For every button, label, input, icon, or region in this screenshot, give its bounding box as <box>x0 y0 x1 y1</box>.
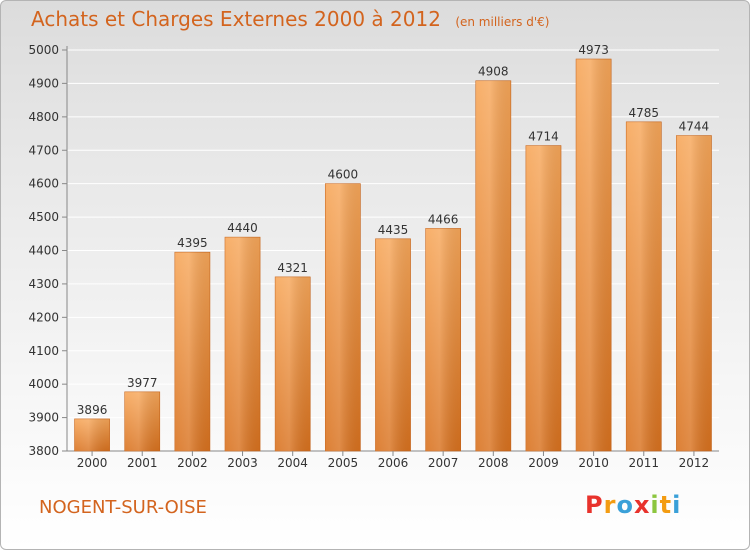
x-tick-label-2004: 2004 <box>277 456 308 470</box>
data-label-2001: 3977 <box>127 376 158 390</box>
y-tick-label: 4900 <box>28 76 59 90</box>
y-tick-label: 4800 <box>28 110 59 124</box>
logo-letter: P <box>585 491 604 519</box>
x-tick-label-2001: 2001 <box>127 456 158 470</box>
x-tick-label-2003: 2003 <box>227 456 258 470</box>
bar-shine <box>525 145 562 452</box>
data-label-2007: 4466 <box>428 212 459 226</box>
bar-shine <box>275 276 311 451</box>
data-label-2004: 4321 <box>277 261 308 275</box>
x-tick-label-2002: 2002 <box>177 456 208 470</box>
bar-shine <box>475 80 511 451</box>
bar-shine <box>626 121 662 452</box>
logo-letter: x <box>633 491 651 519</box>
data-labels: 3896 3977 4395 4440 4321 4600 4435 4466 4908 4714… <box>77 43 709 417</box>
chart-title-text: Achats et Charges Externes 2000 à 2012 <box>31 7 441 31</box>
proxiti-logo: Proxiti <box>585 491 681 519</box>
y-tick-label: 3900 <box>28 411 59 425</box>
y-tick-label: 4600 <box>28 177 59 191</box>
x-tick-label-2006: 2006 <box>378 456 409 470</box>
logo-letter: i <box>650 491 660 519</box>
logo-letter: o <box>616 491 634 519</box>
y-tick-label: 5000 <box>28 43 59 57</box>
data-label-2012: 4744 <box>679 120 710 134</box>
data-label-2003: 4440 <box>227 221 258 235</box>
data-label-2009: 4714 <box>528 130 559 144</box>
x-tick-label-2000: 2000 <box>77 456 108 470</box>
x-tick-label-2010: 2010 <box>578 456 609 470</box>
bars <box>74 58 712 452</box>
y-tick-label: 3800 <box>28 444 59 458</box>
data-label-2000: 3896 <box>77 403 108 417</box>
bar-shine <box>74 418 110 451</box>
data-label-2002: 4395 <box>177 236 208 250</box>
logo-letter: t <box>659 491 673 519</box>
city-name: NOGENT-SUR-OISE <box>39 497 207 518</box>
y-tick-label: 4300 <box>28 277 59 291</box>
x-tick-label-2012: 2012 <box>679 456 710 470</box>
data-label-2011: 4785 <box>628 106 659 120</box>
y-tick-label: 4200 <box>28 310 59 324</box>
y-axis: 3800 3900 4000 4100 4200 4300 4400 4500 4600 4700… <box>28 43 719 458</box>
y-tick-label: 4500 <box>28 210 59 224</box>
bar-shine <box>576 59 612 452</box>
chart-title: Achats et Charges Externes 2000 à 2012 (… <box>31 7 549 31</box>
x-tick-label-2008: 2008 <box>478 456 509 470</box>
chart-subtitle: (en milliers d'€) <box>455 15 550 29</box>
y-tick-label: 4000 <box>28 377 59 391</box>
bar-shine <box>174 252 210 451</box>
bar-shine <box>325 183 361 451</box>
bar-shine <box>375 238 411 451</box>
bar-shine <box>224 237 261 451</box>
x-axis: 2000 2001 2002 2003 2004 2005 2006 2007 2008 2009… <box>77 451 709 470</box>
logo-letter: r <box>603 491 617 519</box>
data-label-2010: 4973 <box>578 43 609 57</box>
x-tick-label-2007: 2007 <box>428 456 459 470</box>
x-tick-label-2009: 2009 <box>528 456 559 470</box>
x-tick-label-2005: 2005 <box>328 456 359 470</box>
bar-shine <box>124 391 160 451</box>
bar-shine <box>676 135 712 451</box>
data-label-2008: 4908 <box>478 65 509 79</box>
y-tick-label: 4400 <box>28 244 59 258</box>
data-label-2005: 4600 <box>328 168 359 182</box>
y-tick-label: 4700 <box>28 143 59 157</box>
bar-shine <box>425 228 461 451</box>
x-tick-label-2011: 2011 <box>628 456 659 470</box>
y-tick-label: 4100 <box>28 344 59 358</box>
logo-letter: i <box>672 491 682 519</box>
data-label-2006: 4435 <box>378 223 409 237</box>
